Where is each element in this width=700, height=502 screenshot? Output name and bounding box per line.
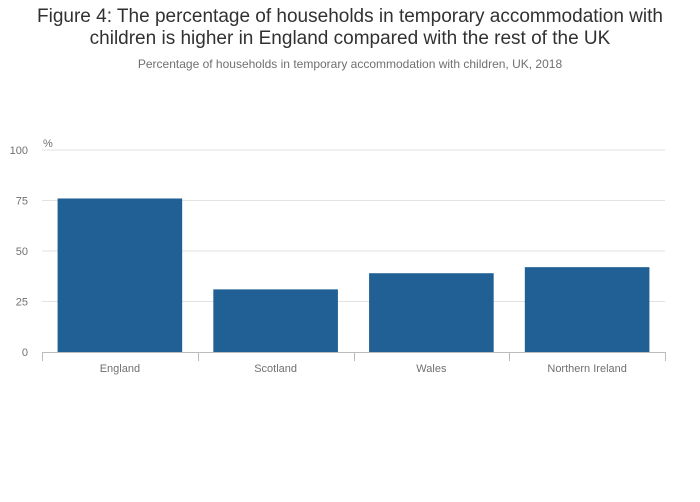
bar-scotland[interactable] (213, 289, 338, 352)
x-tick-label-wales: Wales (416, 363, 447, 375)
chart-title-line-2: children is higher in England compared w… (89, 28, 611, 49)
y-tick-label-50: 50 (16, 246, 28, 258)
y-tick-label-0: 0 (22, 347, 28, 359)
chart-title-line-1: Figure 4: The percentage of households i… (37, 6, 663, 27)
bar-wales[interactable] (369, 273, 494, 352)
x-tick-label-northern-ireland: Northern Ireland (547, 363, 627, 375)
bars (57, 198, 650, 352)
y-tick-label-25: 25 (16, 297, 28, 309)
bar-northern-ireland[interactable] (524, 267, 650, 352)
x-tick-label-scotland: Scotland (254, 363, 297, 375)
x-axis (42, 352, 666, 361)
bar-england[interactable] (57, 198, 183, 352)
axis-labels: 0 25 50 75 100% England Scotland Wales Northern … (10, 138, 627, 375)
x-tick-label-england: England (100, 363, 140, 375)
chart-title: Figure 4: The percentage of households i… (0, 6, 700, 50)
chart-subtitle: Percentage of households in temporary ac… (137, 57, 563, 71)
y-axis-unit-label: % (43, 138, 53, 150)
y-tick-label-100: 100 (10, 145, 28, 157)
y-tick-label-75: 75 (16, 196, 28, 208)
